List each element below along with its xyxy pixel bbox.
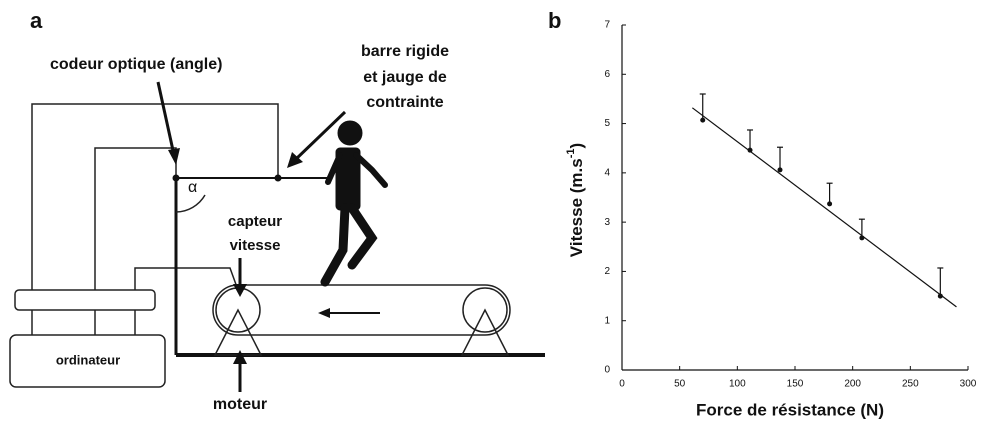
arrow-head xyxy=(318,308,330,318)
gauge xyxy=(275,175,282,182)
pointer-head xyxy=(233,284,247,297)
y-tick-label: 1 xyxy=(604,315,610,326)
y-tick-label: 0 xyxy=(604,365,610,376)
point xyxy=(938,294,943,299)
x-tick-label: 200 xyxy=(844,379,861,390)
y-label-sup: -1 xyxy=(565,148,577,158)
wire xyxy=(135,268,238,290)
label: moteur xyxy=(213,396,267,413)
figure: a α codeur optique (angle) barre rigide … xyxy=(0,0,989,423)
y-tick-label: 3 xyxy=(604,217,610,228)
alpha: α xyxy=(188,179,197,196)
y-tick-label: 5 xyxy=(604,118,610,129)
panel-label: a xyxy=(30,8,43,33)
label: barre rigide xyxy=(361,43,449,60)
x-tick-label: 150 xyxy=(787,379,804,390)
pointer xyxy=(158,82,174,155)
label: capteur xyxy=(228,213,282,230)
point xyxy=(859,235,864,240)
leg xyxy=(352,208,372,265)
y-tick-label: 2 xyxy=(604,266,610,277)
y-axis-label: Vitesse (m.s-1) xyxy=(565,143,587,257)
leg xyxy=(325,208,345,282)
point xyxy=(827,201,832,206)
label: contrainte xyxy=(366,94,443,111)
x-axis-label: Force de résistance (N) xyxy=(696,400,884,419)
encoder xyxy=(173,175,180,182)
point xyxy=(748,148,753,153)
label: vitesse xyxy=(230,237,281,254)
panel-label: b xyxy=(548,8,561,33)
belt xyxy=(213,285,510,335)
angle-arc xyxy=(176,195,205,212)
x-tick-label: 300 xyxy=(960,379,977,390)
y-tick-label: 6 xyxy=(604,69,610,80)
y-label-end: ) xyxy=(567,143,586,149)
x-tick-label: 0 xyxy=(619,379,625,390)
fit-line xyxy=(692,108,956,307)
runner xyxy=(325,121,385,282)
diagram: a α codeur optique (angle) barre rigide … xyxy=(10,8,545,413)
page: a α codeur optique (angle) barre rigide … xyxy=(0,0,989,423)
chart: b Force de résistance (N) Vitesse (m.s-1… xyxy=(548,8,977,420)
point xyxy=(700,118,705,123)
y-tick-label: 4 xyxy=(604,167,610,178)
x-tick-label: 100 xyxy=(729,379,746,390)
pointer-head xyxy=(168,148,180,165)
label: et jauge de xyxy=(363,69,447,86)
head xyxy=(338,121,362,145)
label: codeur optique (angle) xyxy=(50,56,222,73)
box xyxy=(15,290,155,310)
x-tick-label: 250 xyxy=(902,379,919,390)
point xyxy=(778,167,783,172)
x-tick-label: 50 xyxy=(674,379,686,390)
y-tick-label: 7 xyxy=(604,20,610,31)
label: ordinateur xyxy=(56,352,120,367)
y-label-text: Vitesse (m.s xyxy=(567,158,586,257)
